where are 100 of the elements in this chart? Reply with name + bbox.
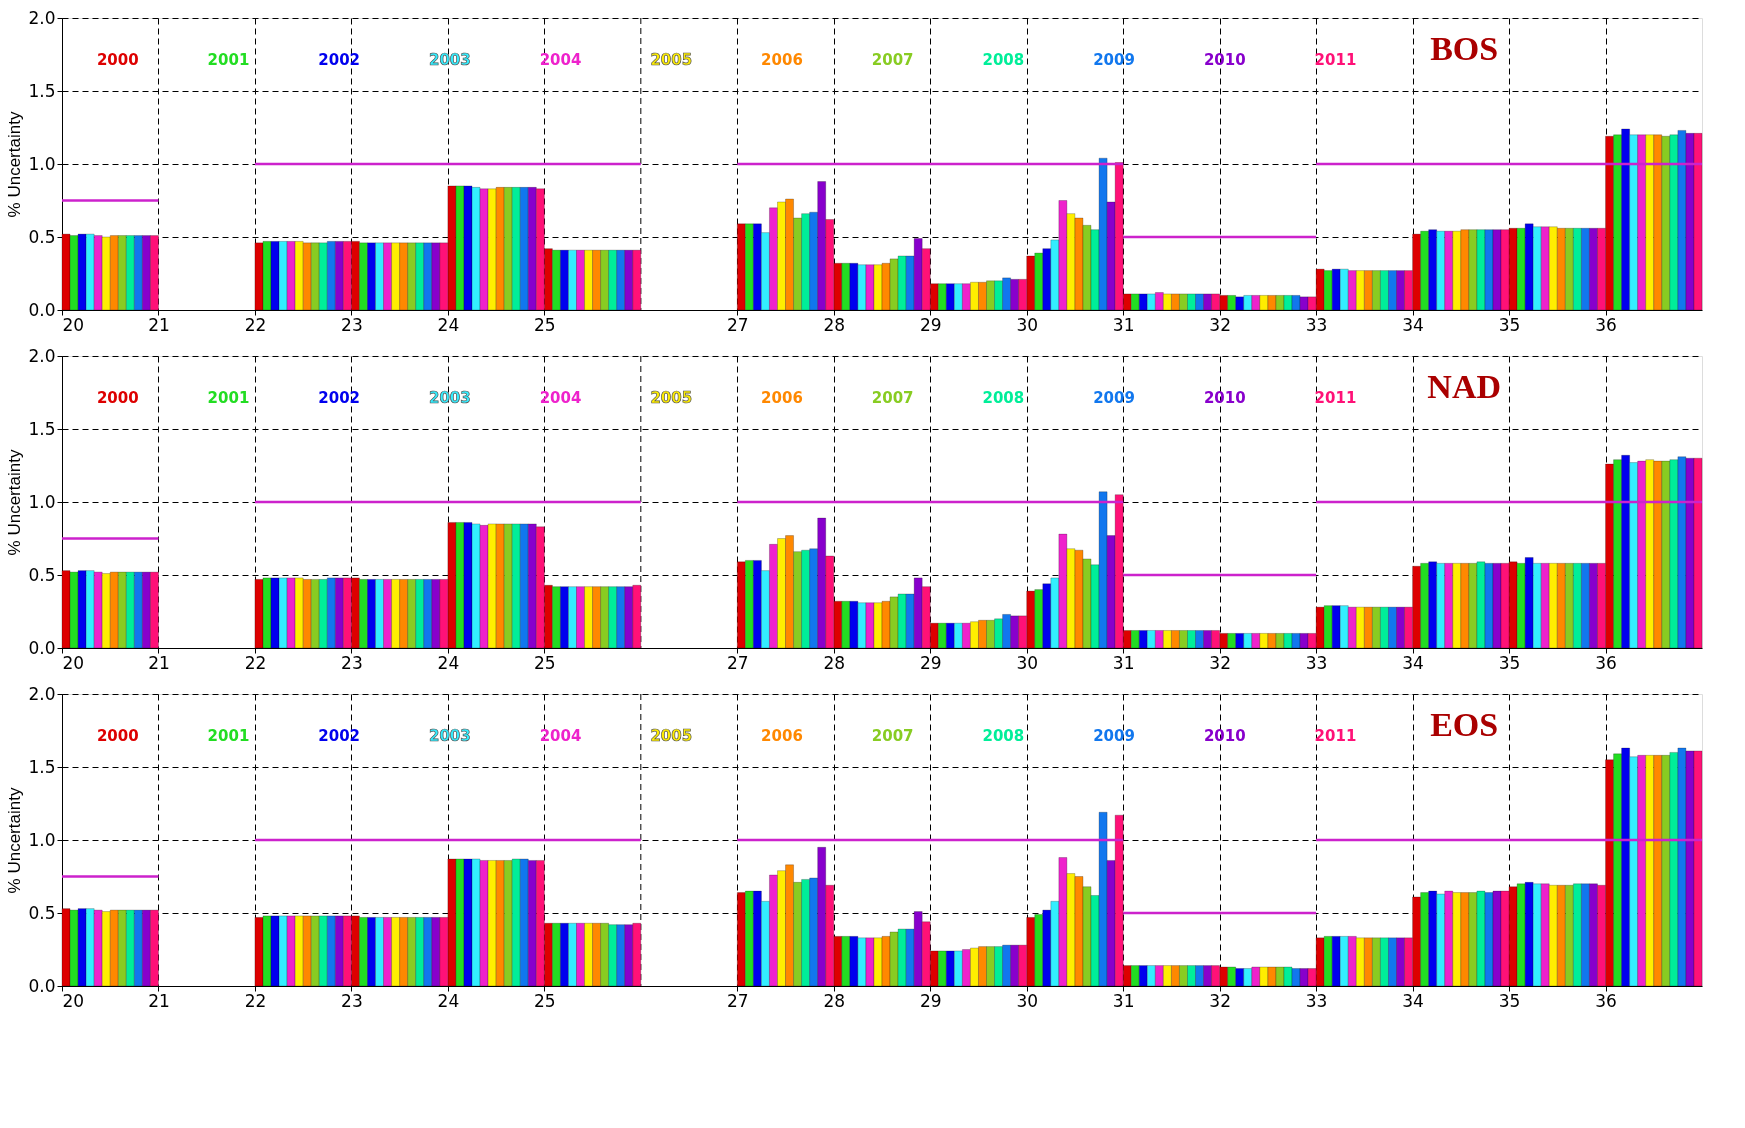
y-axis-title: % Uncertainty	[5, 787, 25, 894]
text: 2011	[1314, 51, 1357, 69]
x-tick-label: 31	[1112, 990, 1135, 1011]
text: 2005	[650, 389, 693, 407]
x-tick-label: 32	[1209, 990, 1231, 1011]
x-tick-label: 34	[1402, 652, 1424, 673]
text: 2007	[871, 389, 914, 407]
x-tick-label: 31	[1112, 652, 1135, 673]
y-tick-label: 1.0	[28, 153, 56, 174]
y-tick-label: 1.5	[28, 418, 56, 439]
x-tick-label: 29	[919, 990, 942, 1011]
x-tick-label: 21	[148, 314, 170, 335]
text: 2004	[539, 51, 582, 69]
x-tick-label: 31	[1112, 314, 1135, 335]
text: 2010	[1203, 727, 1246, 745]
text: 2009	[1093, 51, 1135, 69]
x-tick-label: 23	[341, 652, 363, 673]
text: 2007	[871, 727, 914, 745]
x-tick-label: 33	[1305, 990, 1328, 1011]
x-tick-label: 25	[534, 990, 556, 1011]
text: 2002	[318, 727, 361, 745]
text: 2003	[428, 727, 471, 745]
text: 2004	[539, 389, 582, 407]
y-tick-label: 0.0	[28, 975, 56, 996]
x-tick-label: 24	[437, 314, 460, 335]
x-tick-label: 36	[1595, 652, 1617, 673]
x-tick-label: 22	[244, 990, 267, 1011]
text: 2008	[982, 389, 1025, 407]
y-tick-label: 0.0	[28, 299, 56, 320]
text: 2001	[207, 389, 250, 407]
x-tick-label: 30	[1016, 990, 1039, 1011]
x-tick-label: 24	[437, 652, 460, 673]
x-tick-label: 27	[726, 652, 749, 673]
chart-title: EOS	[1430, 706, 1499, 743]
text: 2000	[96, 727, 139, 745]
text: 2003	[428, 389, 471, 407]
text: 2005	[650, 51, 693, 69]
x-tick-label: 28	[823, 652, 846, 673]
x-tick-label: 29	[919, 652, 942, 673]
y-tick-label: 0.5	[28, 226, 56, 247]
text: 2007	[871, 51, 914, 69]
text: 2003	[428, 51, 471, 69]
text: 2009	[1093, 389, 1135, 407]
text: 2011	[1314, 389, 1357, 407]
x-tick-label: 32	[1209, 314, 1231, 335]
text: 2009	[1093, 727, 1135, 745]
y-tick-label: 1.5	[28, 756, 56, 777]
x-tick-label: 28	[823, 314, 846, 335]
text: 2011	[1314, 727, 1357, 745]
x-tick-label: 21	[148, 652, 170, 673]
x-tick-label: 32	[1209, 652, 1231, 673]
x-tick-label: 34	[1402, 314, 1424, 335]
x-tick-label: 28	[823, 990, 846, 1011]
x-tick-label: 20	[62, 652, 85, 673]
y-tick-label: 2.0	[28, 683, 56, 704]
text: 2002	[318, 51, 361, 69]
y-tick-label: 0.5	[28, 564, 56, 585]
y-tick-label: 0.5	[28, 902, 56, 923]
text: 2006	[761, 51, 803, 69]
x-tick-label: 21	[148, 990, 170, 1011]
x-tick-label: 25	[534, 314, 556, 335]
text: 2010	[1203, 389, 1246, 407]
text: 2008	[982, 727, 1025, 745]
text: 2001	[207, 727, 250, 745]
x-tick-label: 35	[1498, 990, 1521, 1011]
chart-title: NAD	[1427, 368, 1502, 405]
x-tick-label: 30	[1016, 314, 1039, 335]
x-tick-label: 22	[244, 652, 267, 673]
x-tick-label: 23	[341, 314, 363, 335]
x-tick-label: 25	[534, 652, 556, 673]
x-tick-label: 20	[62, 990, 85, 1011]
x-tick-label: 36	[1595, 990, 1617, 1011]
x-tick-label: 22	[244, 314, 267, 335]
y-tick-label: 2.0	[28, 345, 56, 366]
x-tick-label: 33	[1305, 314, 1328, 335]
text: 2001	[207, 51, 250, 69]
x-tick-label: 36	[1595, 314, 1617, 335]
x-tick-label: 30	[1016, 652, 1039, 673]
y-axis-title: % Uncertainty	[5, 449, 25, 556]
text: 2004	[539, 727, 582, 745]
x-tick-label: 35	[1498, 652, 1521, 673]
x-tick-label: 23	[341, 990, 363, 1011]
x-tick-label: 20	[62, 314, 85, 335]
text: 2000	[96, 51, 139, 69]
y-tick-label: 1.0	[28, 829, 56, 850]
x-tick-label: 34	[1402, 990, 1424, 1011]
text: 2008	[982, 51, 1025, 69]
x-tick-label: 35	[1498, 314, 1521, 335]
text: 2006	[761, 727, 803, 745]
text: 2010	[1203, 51, 1246, 69]
chart-title: BOS	[1430, 30, 1499, 67]
x-tick-label: 24	[437, 990, 460, 1011]
text: 2005	[650, 727, 693, 745]
y-axis-title: % Uncertainty	[5, 111, 25, 218]
x-tick-label: 33	[1305, 652, 1328, 673]
y-tick-label: 1.5	[28, 80, 56, 101]
y-tick-label: 1.0	[28, 491, 56, 512]
x-tick-label: 27	[726, 990, 749, 1011]
text: 2006	[761, 389, 803, 407]
text: 2000	[96, 389, 139, 407]
